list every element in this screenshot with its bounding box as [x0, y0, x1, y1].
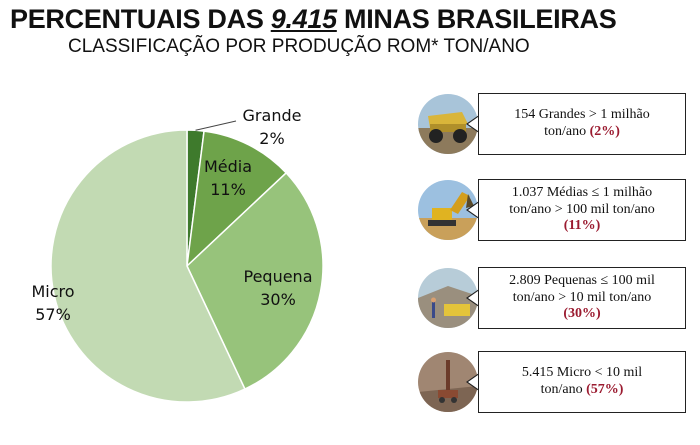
callout-line: 5.415 Micro < 10 mil: [521, 365, 643, 381]
callout-percent: (2%): [589, 124, 620, 139]
page-title: PERCENTUAIS DAS 9.415 MINAS BRASILEIRAS: [10, 4, 695, 35]
haul-truck-photo: [418, 94, 478, 154]
callout-line: 2.809 Pequenas ≤ 100 mil: [509, 272, 655, 288]
page-subtitle: CLASSIFICAÇÃO POR PRODUÇÃO ROM* TON/ANO: [68, 36, 530, 57]
callout-line: ton/ano: [540, 382, 587, 397]
slice-label-media: Média: [204, 157, 252, 176]
slice-label-micro: Micro: [31, 282, 74, 301]
callout-line: 154 Grandes > 1 milhão: [514, 107, 650, 123]
callout-pointer: [466, 201, 479, 219]
callout-line: ton/ano > 100 mil ton/ano: [509, 201, 655, 217]
callout-pequena: 2.809 Pequenas ≤ 100 mil ton/ano > 10 mi…: [478, 267, 686, 329]
callout-line: ton/ano: [544, 124, 590, 139]
slice-label-pequena: Pequena: [243, 267, 312, 286]
title-number: 9.415: [270, 4, 337, 34]
slice-value-media: 11%: [210, 180, 246, 199]
callout-pointer: [466, 289, 479, 307]
title-suffix: MINAS BRASILEIRAS: [336, 4, 617, 34]
callout-line: 1.037 Médias ≤ 1 milhão: [511, 184, 653, 200]
excavator-photo: [418, 180, 478, 240]
leader-line-grande: [195, 120, 237, 131]
callout-pointer: [466, 373, 479, 391]
pie-slice-media: [185, 130, 288, 268]
slice-value-micro: 57%: [35, 305, 71, 324]
pie-chart: Grande 2% Média 11% Pequena 30% Micro 57%: [31, 106, 324, 403]
callout-micro: 5.415 Micro < 10 mil ton/ano (57%): [478, 351, 686, 413]
callout-percent: (57%): [586, 382, 624, 397]
callout-pointer: [466, 115, 479, 133]
callout-media: 1.037 Médias ≤ 1 milhão ton/ano > 100 mi…: [478, 179, 686, 241]
callout-line: ton/ano > 10 mil ton/ano: [512, 289, 652, 305]
title-prefix: PERCENTUAIS DAS: [10, 4, 271, 34]
pie-slice-micro: [50, 129, 246, 403]
slice-value-grande: 2%: [259, 129, 284, 148]
slice-value-pequena: 30%: [260, 290, 296, 309]
slice-label-grande: Grande: [243, 106, 302, 125]
pie-slice-pequena: [186, 171, 324, 391]
callout-grande: 154 Grandes > 1 milhão ton/ano (2%): [478, 93, 686, 155]
callout-percent: (11%): [563, 218, 601, 234]
callout-percent: (30%): [563, 306, 601, 322]
